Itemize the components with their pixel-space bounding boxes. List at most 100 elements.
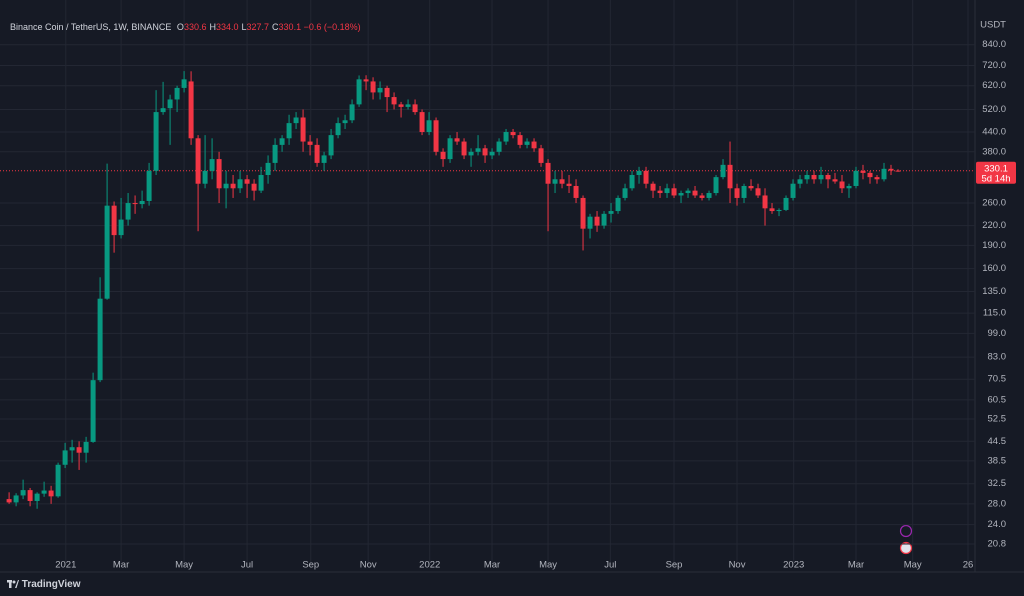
candle-body	[90, 380, 96, 442]
candle-body	[398, 104, 404, 107]
candle-body	[762, 195, 768, 209]
candle-body	[83, 441, 89, 453]
ohlc-key: O	[176, 22, 184, 32]
candle-body	[412, 104, 418, 113]
candle-body	[727, 164, 733, 189]
candle-body	[531, 141, 537, 149]
candle-body	[132, 203, 138, 205]
y-tick-label: 83.0	[988, 352, 1007, 363]
candle-body	[769, 208, 775, 212]
candle-body	[874, 177, 880, 180]
x-tick-label: 26	[963, 560, 974, 571]
brand-logo[interactable]: TradingView	[7, 579, 81, 590]
candle-body	[867, 172, 873, 178]
candle-body	[685, 190, 691, 194]
y-tick-label: 440.0	[982, 127, 1006, 138]
candle-body	[20, 490, 26, 496]
y-tick-label: 840.0	[982, 39, 1006, 50]
candle-body	[734, 188, 740, 198]
ohlc-key: C	[272, 22, 279, 32]
candle-body	[475, 148, 481, 152]
event-icon[interactable]	[899, 541, 913, 555]
candle-body	[839, 181, 845, 189]
last-price-label: 330.1	[984, 163, 1008, 174]
y-tick-label: 520.0	[982, 104, 1006, 115]
candle-body	[167, 99, 173, 109]
candle-body	[146, 170, 152, 201]
candle-body	[363, 79, 369, 82]
candle-body	[790, 183, 796, 198]
symbol-title: Binance Coin / TetherUS, 1W, BINANCE	[10, 22, 172, 32]
candle-body	[391, 97, 397, 105]
y-tick-label: 70.5	[988, 374, 1007, 385]
x-tick-label: 2022	[419, 560, 440, 571]
candle-body	[384, 87, 390, 98]
candle-body	[356, 79, 362, 105]
candle-body	[174, 87, 180, 100]
candle-body	[608, 211, 614, 214]
candle-body	[69, 447, 75, 451]
ohlc-value: 334.0	[215, 22, 239, 32]
candle-body	[818, 175, 824, 180]
candle-body	[888, 168, 894, 171]
candle-body	[664, 188, 670, 194]
candle-body	[258, 175, 264, 191]
candle-body	[783, 197, 789, 210]
x-tick-label: May	[175, 560, 193, 571]
candle-body	[244, 179, 250, 184]
candle-body	[272, 144, 278, 163]
x-tick-label: Jul	[241, 560, 253, 571]
y-tick-label: 135.0	[982, 286, 1006, 297]
candle-body	[706, 193, 712, 198]
candle-body	[265, 162, 271, 176]
x-tick-label: Nov	[360, 560, 377, 571]
ohlc-value: 327.7	[246, 22, 270, 32]
candle-body	[237, 179, 243, 189]
candle-body	[692, 190, 698, 196]
candle-body	[426, 120, 432, 133]
candle-body	[797, 179, 803, 184]
candle-body	[111, 205, 117, 236]
candle-body	[433, 120, 439, 152]
candle-body	[55, 464, 61, 497]
candle-body	[699, 195, 705, 198]
x-tick-label: Mar	[113, 560, 129, 571]
candle-body	[279, 138, 285, 145]
candle-body	[671, 188, 677, 196]
candle-body	[377, 87, 383, 93]
candle-body	[720, 164, 726, 178]
candle-body	[314, 144, 320, 163]
candle-body	[755, 188, 761, 196]
y-tick-label: 52.5	[988, 414, 1007, 425]
candle-body	[216, 159, 222, 189]
candle-body	[251, 183, 257, 191]
candle-body	[286, 123, 292, 139]
candle-body	[76, 447, 82, 453]
candle-body	[62, 450, 68, 465]
candle-body	[748, 185, 754, 189]
candle-body	[41, 490, 47, 494]
y-tick-label: 115.0	[983, 308, 1006, 319]
y-tick-label: 38.5	[988, 455, 1007, 466]
x-tick-label: Mar	[484, 560, 500, 571]
candle-body	[832, 179, 838, 182]
event-icon[interactable]	[899, 524, 913, 538]
candle-body	[853, 170, 859, 186]
candle-body	[104, 205, 110, 299]
candle-body	[496, 141, 502, 152]
candle-body	[118, 219, 124, 236]
candle-body	[601, 213, 607, 226]
candle-body	[27, 490, 33, 501]
candle-body	[678, 193, 684, 196]
y-tick-label: 220.0	[982, 220, 1006, 231]
candle-body	[468, 151, 474, 156]
candle-body	[629, 175, 635, 189]
candle-body	[552, 179, 558, 184]
candle-body	[328, 135, 334, 156]
candle-body	[188, 81, 194, 139]
x-tick-label: May	[539, 560, 557, 571]
grid	[0, 0, 975, 565]
candle-body	[846, 185, 852, 189]
candle-body	[454, 138, 460, 142]
